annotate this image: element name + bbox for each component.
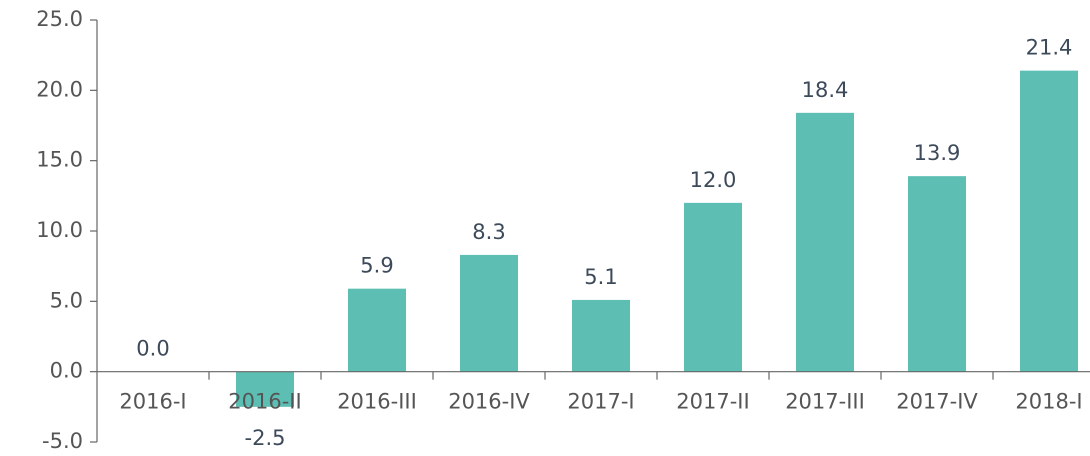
- data-label: -2.5: [245, 426, 286, 450]
- y-tick-label: 25.0: [36, 7, 83, 31]
- bar: [1020, 70, 1078, 372]
- x-tick-label: 2016-IV: [448, 390, 530, 414]
- y-tick-label: 20.0: [36, 77, 83, 101]
- x-tick-label: 2016-I: [119, 390, 186, 414]
- data-label: 18.4: [802, 78, 849, 102]
- x-tick-label: 2017-I: [567, 390, 634, 414]
- bar: [908, 176, 966, 372]
- y-tick-label: 0.0: [50, 359, 83, 383]
- y-tick-label: -5.0: [42, 429, 83, 453]
- data-label: 0.0: [136, 337, 169, 361]
- x-tick-label: 2018-I: [1015, 390, 1082, 414]
- y-tick-label: 10.0: [36, 218, 83, 242]
- data-label: 13.9: [914, 141, 961, 165]
- bar: [460, 254, 518, 372]
- x-tick-label: 2017-IV: [896, 390, 978, 414]
- y-tick-label: 15.0: [36, 148, 83, 172]
- y-tick-label: 5.0: [50, 288, 83, 312]
- x-tick-label: 2016-II: [228, 390, 301, 414]
- data-label: 12.0: [690, 168, 737, 192]
- bar: [236, 371, 294, 407]
- data-label: 5.9: [360, 254, 393, 278]
- bar: [796, 112, 854, 372]
- x-tick-label: 2016-III: [337, 390, 417, 414]
- data-label: 21.4: [1026, 36, 1073, 60]
- x-tick-label: 2017-III: [785, 390, 865, 414]
- bar: [572, 299, 630, 372]
- bar: [684, 202, 742, 372]
- data-label: 5.1: [584, 265, 617, 289]
- data-label: 8.3: [472, 220, 505, 244]
- x-tick-label: 2017-II: [676, 390, 749, 414]
- bar: [348, 288, 406, 372]
